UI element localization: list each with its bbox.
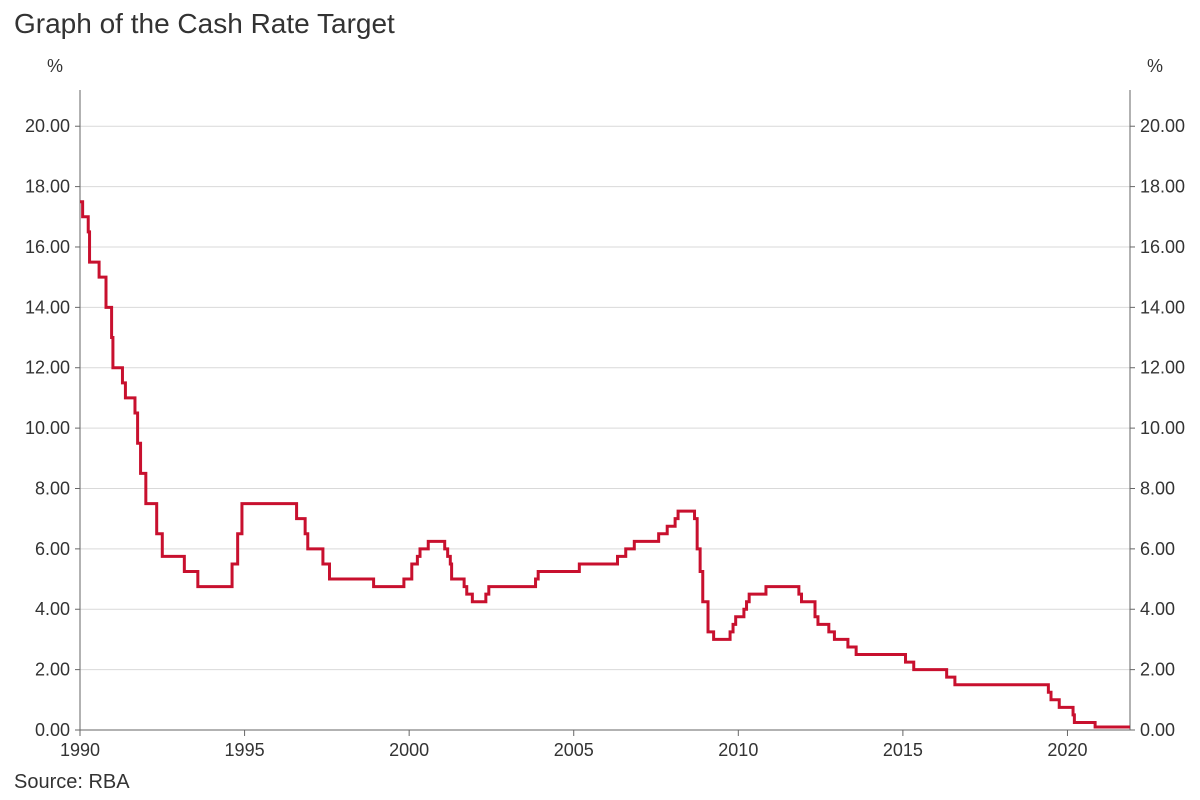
y-tick-label-right: 2.00: [1140, 660, 1175, 680]
y-tick-label-right: 10.00: [1140, 418, 1185, 438]
y-tick-label-right: 18.00: [1140, 177, 1185, 197]
y-tick-label-left: 14.00: [25, 297, 70, 317]
y-tick-label-left: 0.00: [35, 720, 70, 740]
x-tick-label: 1990: [60, 740, 100, 760]
x-tick-label: 2005: [554, 740, 594, 760]
y-tick-label-left: 4.00: [35, 599, 70, 619]
y-tick-label-right: 20.00: [1140, 116, 1185, 136]
y-tick-label-left: 20.00: [25, 116, 70, 136]
cash-rate-line: [80, 202, 1130, 727]
y-tick-label-left: 6.00: [35, 539, 70, 559]
y-tick-label-left: 10.00: [25, 418, 70, 438]
y-unit-right: %: [1147, 56, 1163, 76]
x-tick-label: 2000: [389, 740, 429, 760]
y-tick-label-right: 6.00: [1140, 539, 1175, 559]
x-tick-label: 2020: [1047, 740, 1087, 760]
y-unit-left: %: [47, 56, 63, 76]
y-tick-label-right: 14.00: [1140, 297, 1185, 317]
y-tick-label-left: 2.00: [35, 660, 70, 680]
source-caption: Source: RBA: [14, 771, 130, 794]
y-tick-label-right: 16.00: [1140, 237, 1185, 257]
y-tick-label-left: 16.00: [25, 237, 70, 257]
x-tick-label: 1995: [225, 740, 265, 760]
x-tick-label: 2015: [883, 740, 923, 760]
y-tick-label-right: 4.00: [1140, 599, 1175, 619]
y-tick-label-left: 18.00: [25, 177, 70, 197]
chart-svg: 0.00 0.00 2.00 2.00 4.00 4.00 6.00 6.00 8.00 8.00…: [0, 0, 1200, 800]
y-tick-label-right: 0.00: [1140, 720, 1175, 740]
y-tick-label-left: 12.00: [25, 358, 70, 378]
x-tick-label: 2010: [718, 740, 758, 760]
y-tick-label-left: 8.00: [35, 478, 70, 498]
y-tick-label-right: 12.00: [1140, 358, 1185, 378]
chart-container: 0.00 0.00 2.00 2.00 4.00 4.00 6.00 6.00 8.00 8.00…: [0, 0, 1200, 800]
y-tick-label-right: 8.00: [1140, 478, 1175, 498]
